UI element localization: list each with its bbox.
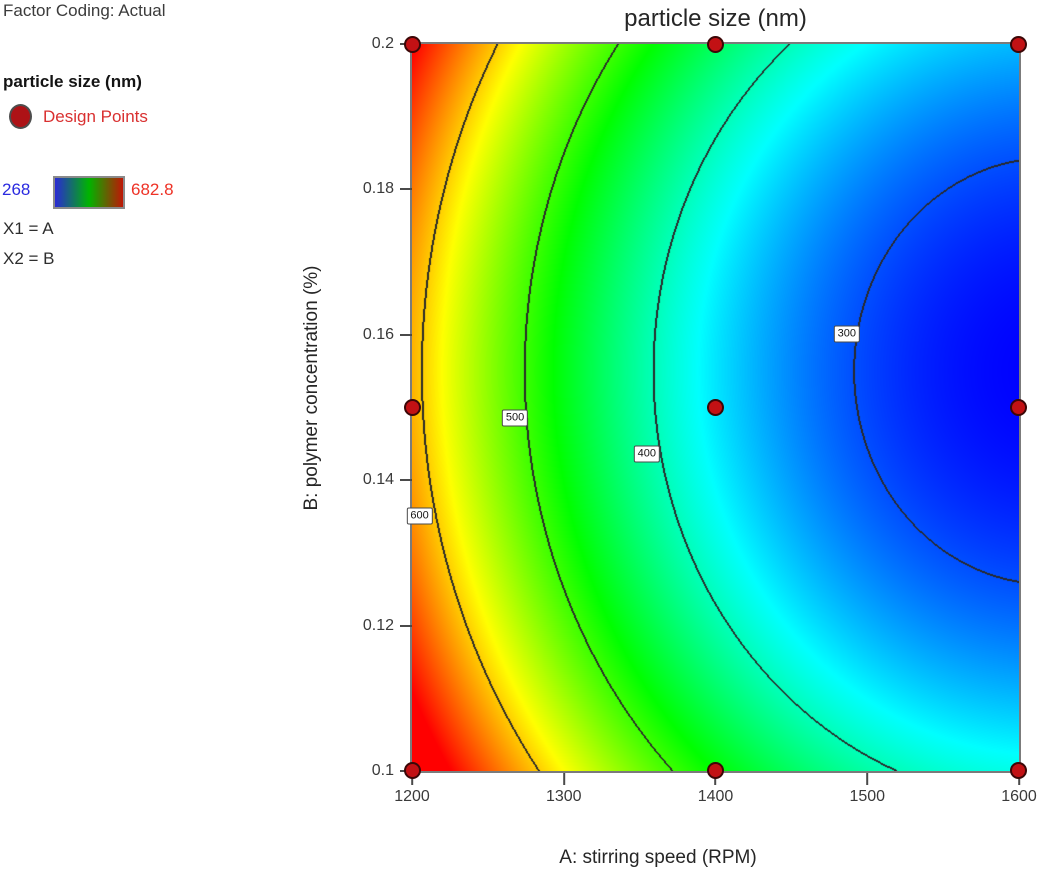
y-tick: 0.18 xyxy=(363,180,412,198)
y-tick-mark xyxy=(400,188,412,191)
y-tick-label: 0.12 xyxy=(362,616,394,634)
contour-level-label[interactable]: 400 xyxy=(633,445,660,463)
x-tick-label: 1500 xyxy=(849,788,886,805)
design-point[interactable] xyxy=(403,398,421,416)
x-tick-mark xyxy=(411,773,413,785)
x-axis-ticks: 1200 1300 1400 1500 1600 xyxy=(394,771,1037,813)
design-point[interactable] xyxy=(706,761,724,779)
y-tick: 0.12 xyxy=(363,617,412,635)
y-axis-ticks: 0.2 0.18 0.16 0.14 0.12 0.1 xyxy=(330,35,412,779)
x-tick-label: 1400 xyxy=(697,788,734,805)
x2-factor-assignment: X2 = B xyxy=(3,249,55,268)
design-point-icon xyxy=(9,104,32,129)
x-tick-mark xyxy=(562,773,565,785)
color-scale-min-value: 268 xyxy=(2,180,31,199)
x-tick-label: 1300 xyxy=(545,788,582,805)
design-points-legend-row: Design Points xyxy=(9,104,148,129)
color-gradient-bar xyxy=(53,176,125,209)
x-tick-mark xyxy=(1018,773,1020,785)
contour-level-label[interactable]: 600 xyxy=(406,507,433,525)
contour-plot-area[interactable]: 600 500 400 300 xyxy=(403,35,1027,779)
x-tick: 1400 xyxy=(697,771,734,806)
design-point[interactable] xyxy=(706,398,724,416)
x-tick-mark xyxy=(866,773,869,785)
design-point[interactable] xyxy=(1009,761,1027,779)
y-tick-label: 0.14 xyxy=(362,471,394,489)
x-tick-label: 1600 xyxy=(1001,788,1037,805)
x-tick: 1200 xyxy=(394,771,430,806)
design-point[interactable] xyxy=(1009,398,1027,416)
x-tick-mark xyxy=(714,773,717,785)
y-tick-mark xyxy=(400,479,412,482)
design-point[interactable] xyxy=(1009,35,1027,53)
x-tick: 1300 xyxy=(546,771,582,806)
design-point[interactable] xyxy=(403,761,421,779)
contour-level-label[interactable]: 300 xyxy=(833,325,860,343)
design-point[interactable] xyxy=(403,35,421,53)
contour-level-label[interactable]: 500 xyxy=(501,409,529,427)
x-axis-label: A: stirring speed (RPM) xyxy=(559,847,757,868)
x-tick-label: 1200 xyxy=(394,788,430,805)
design-points-label: Design Points xyxy=(43,106,148,126)
y-tick-mark xyxy=(400,624,412,627)
legend-panel: Factor Coding: Actual particle size (nm)… xyxy=(0,0,260,300)
y-tick-mark xyxy=(400,333,412,336)
color-scale-max-value: 682.8 xyxy=(131,180,174,199)
factor-coding-label: Factor Coding: Actual xyxy=(3,1,166,20)
chart-title: particle size (nm) xyxy=(624,5,807,32)
response-name-label: particle size (nm) xyxy=(3,72,142,91)
y-tick: 0.14 xyxy=(363,471,412,489)
x1-factor-assignment: X1 = A xyxy=(3,219,54,238)
y-tick-label: 0.18 xyxy=(362,180,394,198)
y-axis-label: B: polymer concentration (%) xyxy=(301,265,322,511)
x-tick: 1600 xyxy=(1001,771,1037,806)
y-tick-label: 0.16 xyxy=(362,325,394,343)
y-tick-label: 0.2 xyxy=(371,35,394,52)
design-point[interactable] xyxy=(706,35,724,53)
x-tick: 1500 xyxy=(849,771,885,806)
y-tick: 0.16 xyxy=(363,326,412,344)
y-tick-label: 0.1 xyxy=(371,762,394,779)
